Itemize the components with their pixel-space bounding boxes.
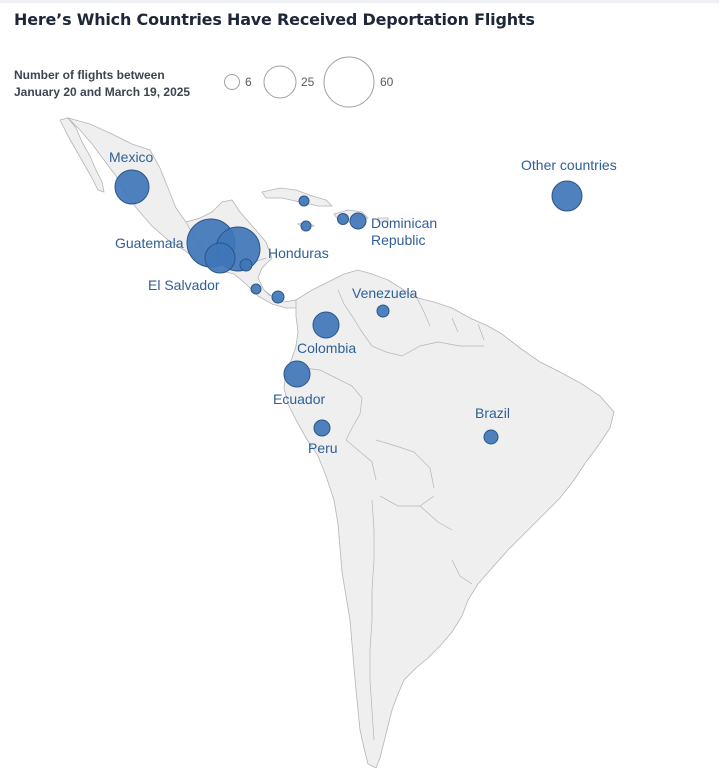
label-mexico: Mexico (109, 149, 154, 165)
bubble-ecuador (283, 360, 311, 388)
bubble-haiti (337, 213, 349, 225)
flight-bubbles (114, 169, 583, 445)
top-rule (0, 0, 719, 3)
legend-title-line1: Number of flights between (14, 68, 165, 82)
bubble-cuba (298, 195, 310, 207)
legend-title-line2: January 20 and March 19, 2025 (14, 85, 191, 99)
border-colombia-brazil (371, 341, 484, 357)
legend-bubble-6 (224, 74, 240, 90)
label-honduras: Honduras (268, 245, 329, 261)
border-venezuela-guyana (415, 295, 431, 327)
size-legend: 6 25 60 (224, 56, 394, 108)
bubble-dominican-republic (349, 212, 367, 230)
border-peru-bolivia (345, 439, 377, 481)
bubble-peru (313, 419, 331, 437)
border-bolivia-paraguay (379, 495, 435, 507)
label-dominican-line2: Republic (371, 232, 425, 248)
legend-label-60: 60 (380, 75, 394, 89)
border-guianas (451, 317, 485, 341)
label-guatemala: Guatemala (115, 235, 184, 251)
bubble-el-salvador (204, 242, 236, 274)
bubble-nicaragua (239, 258, 253, 272)
bubble-mexico (114, 169, 150, 205)
puerto-rico-shape (377, 217, 389, 223)
bubble-venezuela (376, 304, 390, 318)
legend-bubble-60 (323, 56, 375, 108)
country-labels: Mexico Guatemala Honduras El Salvador Do… (109, 149, 617, 456)
bubble-jamaica (300, 220, 312, 232)
label-peru: Peru (308, 440, 338, 456)
south-america-shape (283, 269, 615, 769)
bubble-panama (271, 290, 285, 304)
bubble-costa-rica (250, 283, 262, 295)
bubble-brazil (483, 429, 499, 445)
label-ecuador: Ecuador (273, 391, 325, 407)
border-costarica-panama (263, 289, 271, 297)
border-paraguay-argentina (419, 505, 453, 531)
baja-california-shape (59, 117, 105, 193)
border-peru-brazil (345, 385, 363, 441)
label-dominican-line1: Dominican (371, 215, 437, 231)
legend-title: Number of flights between January 20 and… (14, 67, 204, 101)
label-brazil: Brazil (475, 405, 510, 421)
legend-label-6: 6 (245, 75, 252, 89)
bubble-other-countries (551, 180, 583, 212)
bubble-colombia (312, 311, 340, 339)
border-bolivia-brazil (375, 439, 435, 489)
label-colombia: Colombia (297, 340, 356, 356)
label-other-countries: Other countries (521, 157, 617, 173)
page-title: Here’s Which Countries Have Received Dep… (14, 10, 535, 29)
border-colombia-venezuela (337, 289, 373, 347)
border-chile-argentina (369, 499, 375, 741)
border-colombia-ecuador (303, 367, 353, 387)
border-brazil-uruguay (451, 559, 473, 585)
label-venezuela: Venezuela (352, 285, 418, 301)
cuba-shape (261, 187, 333, 207)
legend-bubble-25 (263, 65, 297, 99)
legend-label-25: 25 (301, 75, 315, 89)
label-el-salvador: El Salvador (148, 277, 220, 293)
